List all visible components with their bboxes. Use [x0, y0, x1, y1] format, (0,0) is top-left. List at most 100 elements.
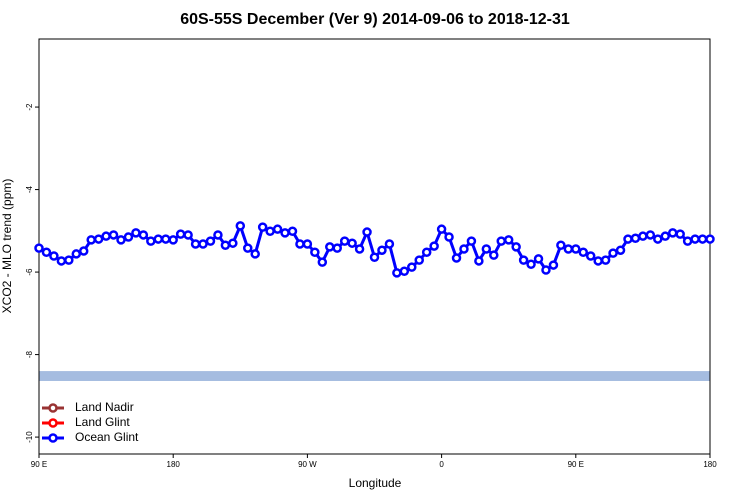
point	[660, 231, 671, 241]
point	[243, 243, 253, 253]
chart-title: 60S-55S December (Ver 9) 2014-09-06 to 2…	[180, 11, 570, 28]
point	[518, 255, 529, 265]
point	[287, 226, 298, 236]
point	[451, 253, 462, 263]
y-tick-label: -2	[25, 103, 34, 111]
point	[64, 255, 74, 265]
plot-frame	[38, 38, 711, 455]
point	[623, 234, 633, 244]
point	[399, 266, 410, 277]
y-tick-label: -8	[25, 350, 34, 358]
point	[600, 255, 611, 265]
point	[153, 234, 164, 244]
point	[474, 256, 484, 266]
point	[205, 236, 216, 246]
point	[444, 232, 454, 242]
point	[593, 256, 603, 266]
point	[108, 230, 119, 240]
point	[369, 252, 380, 262]
point	[533, 254, 544, 264]
point	[41, 247, 52, 258]
point	[429, 241, 439, 251]
point	[332, 243, 342, 253]
point	[123, 232, 134, 242]
x-tick-label: 90 E	[31, 460, 47, 469]
point	[436, 224, 447, 234]
point	[489, 250, 499, 260]
point	[675, 229, 685, 239]
point	[645, 230, 656, 240]
x-tick-label: 90 E	[568, 460, 584, 469]
point	[697, 234, 708, 244]
point	[272, 224, 283, 234]
point	[682, 236, 693, 246]
y-tick-label: -4	[25, 185, 34, 193]
point	[585, 251, 596, 261]
point	[615, 245, 626, 255]
point	[228, 238, 238, 248]
point	[190, 239, 201, 249]
point	[511, 242, 521, 252]
point	[548, 260, 559, 270]
point	[667, 228, 678, 238]
point	[347, 238, 357, 248]
point	[541, 265, 551, 275]
point	[339, 236, 350, 246]
point	[116, 235, 126, 245]
band	[39, 371, 710, 381]
point	[705, 234, 715, 244]
point	[101, 231, 111, 241]
x-tick-label: 0	[439, 460, 444, 469]
point	[250, 249, 260, 259]
point	[295, 239, 305, 249]
y-axis-label: XCO2 - MLO trend (ppm)	[0, 179, 14, 314]
legend-marker	[48, 403, 58, 413]
point	[86, 235, 96, 245]
point	[325, 242, 335, 252]
point	[34, 243, 44, 253]
point	[653, 234, 663, 244]
point	[466, 236, 477, 246]
point	[78, 246, 89, 256]
point	[354, 244, 365, 254]
point	[175, 229, 186, 239]
point	[503, 235, 514, 245]
point	[146, 236, 156, 246]
point	[556, 240, 566, 251]
y-tick-label: -10	[25, 431, 34, 443]
point	[481, 244, 492, 254]
point	[168, 235, 178, 245]
point	[630, 233, 641, 243]
point	[280, 228, 290, 238]
x-axis-label: Longitude	[349, 476, 402, 490]
point	[310, 247, 320, 258]
point	[571, 244, 581, 254]
legend-marker	[48, 418, 58, 428]
point	[317, 257, 328, 267]
point	[690, 234, 700, 244]
point	[638, 231, 648, 241]
point	[563, 244, 574, 254]
point	[257, 222, 268, 232]
point	[56, 256, 67, 266]
legend-label: Ocean Glint	[75, 430, 139, 444]
point	[362, 227, 372, 237]
point	[392, 268, 402, 278]
x-tick-label: 180	[167, 460, 181, 469]
point	[265, 226, 275, 236]
y-tick-label: -6	[25, 268, 34, 276]
point	[302, 239, 313, 249]
x-tick-label: 180	[703, 460, 717, 469]
legend-marker	[48, 433, 58, 443]
point	[608, 248, 618, 258]
point	[49, 251, 59, 261]
point	[138, 230, 149, 240]
point	[131, 228, 141, 238]
point	[421, 247, 432, 258]
point	[220, 240, 231, 251]
point	[526, 259, 536, 269]
point	[407, 262, 417, 272]
point	[93, 234, 104, 244]
point	[183, 230, 193, 240]
